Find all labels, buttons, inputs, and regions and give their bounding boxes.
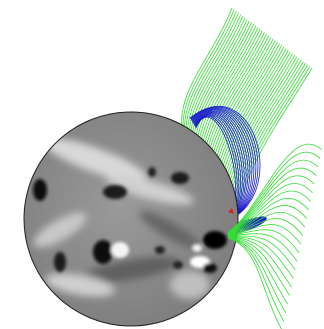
field-line-rendering bbox=[0, 0, 324, 329]
green-field-line bbox=[228, 238, 284, 322]
green-field-line bbox=[228, 238, 282, 329]
sphere bbox=[24, 112, 238, 326]
